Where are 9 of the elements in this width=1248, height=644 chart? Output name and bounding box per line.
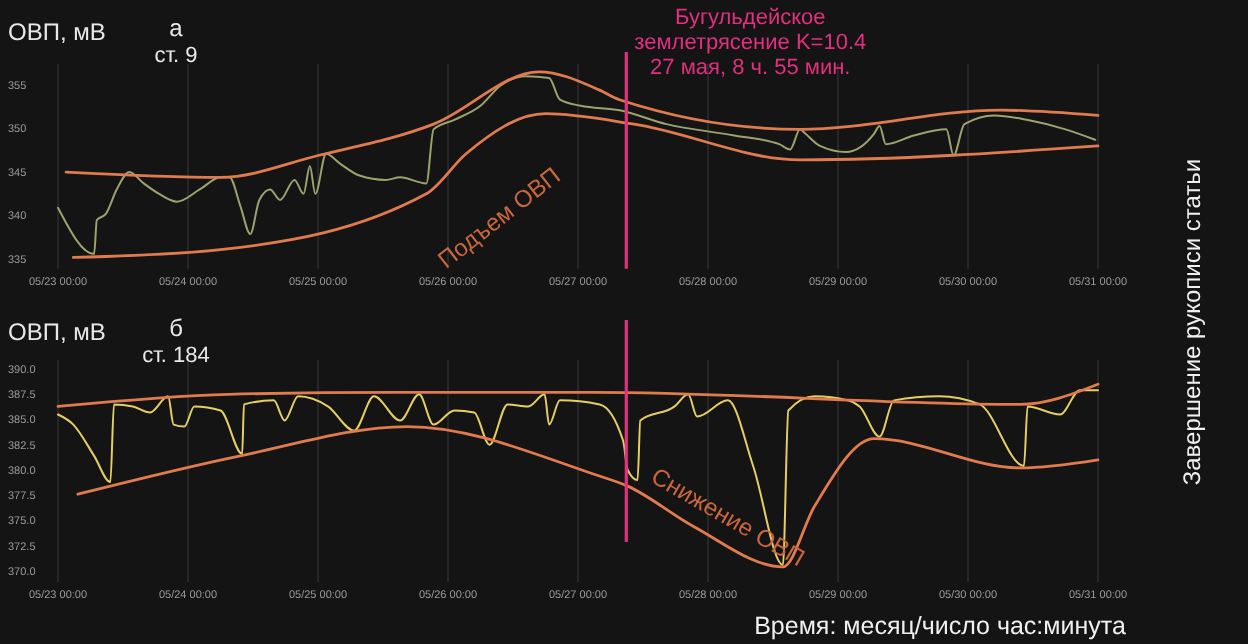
y-axis-title: ОВП, мВ (8, 18, 106, 46)
ref-line-label: Бугульдейское землетрясение K=10.4 27 мая, 8 ч. 55 мин. (634, 6, 867, 80)
x-axis-title: Время: месяц/число час:минута (754, 612, 1126, 640)
text: Завершение рукописи статьи (1178, 158, 1206, 486)
chart-subtitle: ст. 9 (154, 44, 198, 68)
chart-title: а (169, 14, 184, 42)
y-axis-title: ОВП, мВ (8, 318, 106, 346)
chart-subtitle: ст. 184 (142, 344, 210, 368)
chart-title: б (169, 314, 184, 342)
